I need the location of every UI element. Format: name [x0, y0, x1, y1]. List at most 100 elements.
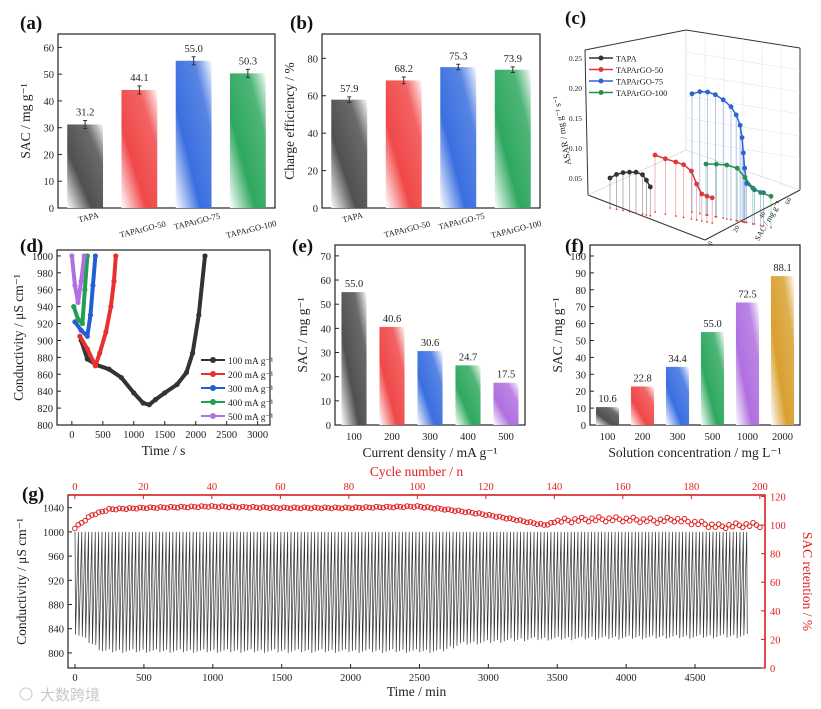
- data-point-c-3: [734, 165, 740, 171]
- ytick-label-f: 0: [581, 421, 586, 432]
- retention-point-g: [722, 525, 729, 532]
- ytick-label-a: 10: [44, 177, 55, 188]
- data-point-d-2: [87, 312, 94, 318]
- retention-point-g: [548, 519, 554, 526]
- retention-point-g: [181, 504, 188, 510]
- data-point-c-2: [733, 112, 739, 118]
- bar-a-3: [229, 73, 266, 208]
- data-point-c-2: [739, 135, 745, 141]
- ytick-label-g: 100: [770, 521, 786, 532]
- ytick-label-d: 900: [37, 336, 53, 347]
- error-bar-a: [191, 56, 196, 66]
- data-point-c-3: [703, 161, 709, 167]
- retention-point-g: [455, 507, 462, 514]
- retention-point-g: [411, 504, 417, 510]
- data-point-c-2: [742, 165, 748, 171]
- retention-point-g: [150, 504, 157, 511]
- retention-point-g: [335, 505, 342, 511]
- base-point-c-0: [635, 212, 637, 214]
- retention-point-g: [274, 504, 280, 511]
- data-label-b: 68.2: [395, 64, 413, 75]
- ytick-label-e: 40: [321, 324, 332, 335]
- retention-point-g: [394, 503, 400, 510]
- base-point-c-0: [641, 213, 644, 216]
- bar-e-3: [455, 365, 481, 425]
- retention-point-g: [739, 524, 746, 531]
- retention-point-g: [534, 521, 541, 528]
- retention-point-g: [757, 524, 763, 531]
- x-axis-title-f: Solution concentration / mg L⁻¹: [608, 445, 781, 460]
- ytick-label-c: 0.25: [569, 54, 582, 63]
- legend-marker-c-0: [598, 55, 604, 61]
- base-point-c-0: [645, 214, 648, 216]
- retention-point-g: [284, 505, 291, 511]
- legend-label-c-0: TAPA: [616, 54, 638, 64]
- retention-point-g: [428, 505, 434, 511]
- ytick-label-f: 90: [576, 269, 587, 280]
- base-point-c-2: [722, 217, 725, 219]
- data-point-c-0: [620, 170, 626, 176]
- series-line-c-2: [691, 90, 764, 194]
- ytick-label-d: 980: [37, 269, 53, 280]
- data-point-c-1: [681, 162, 686, 168]
- retention-point-g: [568, 519, 575, 526]
- data-point-c-0: [607, 175, 613, 181]
- retention-point-g: [212, 503, 219, 510]
- data-point-d-0: [84, 356, 90, 362]
- xtick-label-b: TAPArGO-100: [490, 218, 542, 240]
- xtick-label-b: TAPA: [341, 210, 364, 225]
- ytick-label-f: 40: [576, 353, 587, 364]
- retention-point-g: [308, 505, 314, 512]
- retention-point-g: [222, 503, 229, 510]
- ytick-label-g: 0: [770, 664, 775, 675]
- x-axis-title-e: Current density / mA g⁻¹: [363, 445, 498, 460]
- series-line-d-1: [78, 255, 118, 368]
- ytick-label-c: 0.15: [569, 114, 582, 123]
- ytick-label-f: 70: [576, 303, 587, 314]
- data-point-c-0: [627, 169, 632, 175]
- data-label-b: 75.3: [449, 51, 467, 62]
- data-point-d-0: [140, 400, 146, 406]
- data-point-c-1: [709, 195, 715, 201]
- retention-point-g: [517, 517, 523, 523]
- legend-label-d-3: 400 mA g⁻¹: [228, 399, 273, 409]
- ytick-label-c: 0.05: [569, 174, 582, 183]
- data-point-d-3: [79, 320, 85, 327]
- base-point-c-3: [751, 223, 754, 225]
- legend-label-c-1: TAPArGO-50: [616, 65, 663, 75]
- retention-point-g: [137, 504, 143, 511]
- retention-point-g: [620, 518, 626, 525]
- retention-point-g: [89, 512, 95, 518]
- retention-point-g: [246, 504, 253, 511]
- data-point-d-0: [183, 369, 190, 376]
- ytick-label-e: 60: [321, 276, 332, 287]
- retention-point-g: [140, 505, 147, 511]
- retention-point-g: [349, 505, 356, 512]
- retention-point-g: [472, 510, 479, 517]
- ytick-label-b: 80: [308, 54, 319, 65]
- data-point-c-0: [633, 169, 639, 175]
- ytick-label-e: 70: [321, 252, 332, 263]
- base-point-c-3: [736, 220, 739, 222]
- data-label-f: 10.6: [598, 394, 616, 405]
- retention-point-g: [366, 504, 373, 511]
- retention-point-g: [376, 504, 383, 511]
- retention-point-g: [215, 504, 222, 510]
- data-point-d-2: [78, 327, 84, 333]
- retention-point-g: [448, 507, 455, 513]
- base-point-c-3: [715, 216, 718, 218]
- y-axis-title-c: ASAR / mg g⁻¹ s⁻¹: [551, 95, 573, 166]
- retention-point-g: [229, 503, 236, 510]
- data-point-d-4: [78, 278, 84, 284]
- retention-point-g: [510, 516, 517, 523]
- ytick-label-g: 60: [770, 578, 781, 589]
- base-point-c-1: [664, 213, 667, 215]
- xtick-label-b: TAPArGO-75: [437, 211, 485, 232]
- x2tick-label-g: 180: [683, 482, 699, 493]
- ytick-label-f: 20: [576, 387, 587, 398]
- xtick-label-b: TAPArGO-50: [383, 219, 431, 240]
- xtick-label-e: 200: [384, 432, 400, 443]
- data-point-c-1: [689, 168, 694, 174]
- plot-frame-b: [321, 33, 541, 209]
